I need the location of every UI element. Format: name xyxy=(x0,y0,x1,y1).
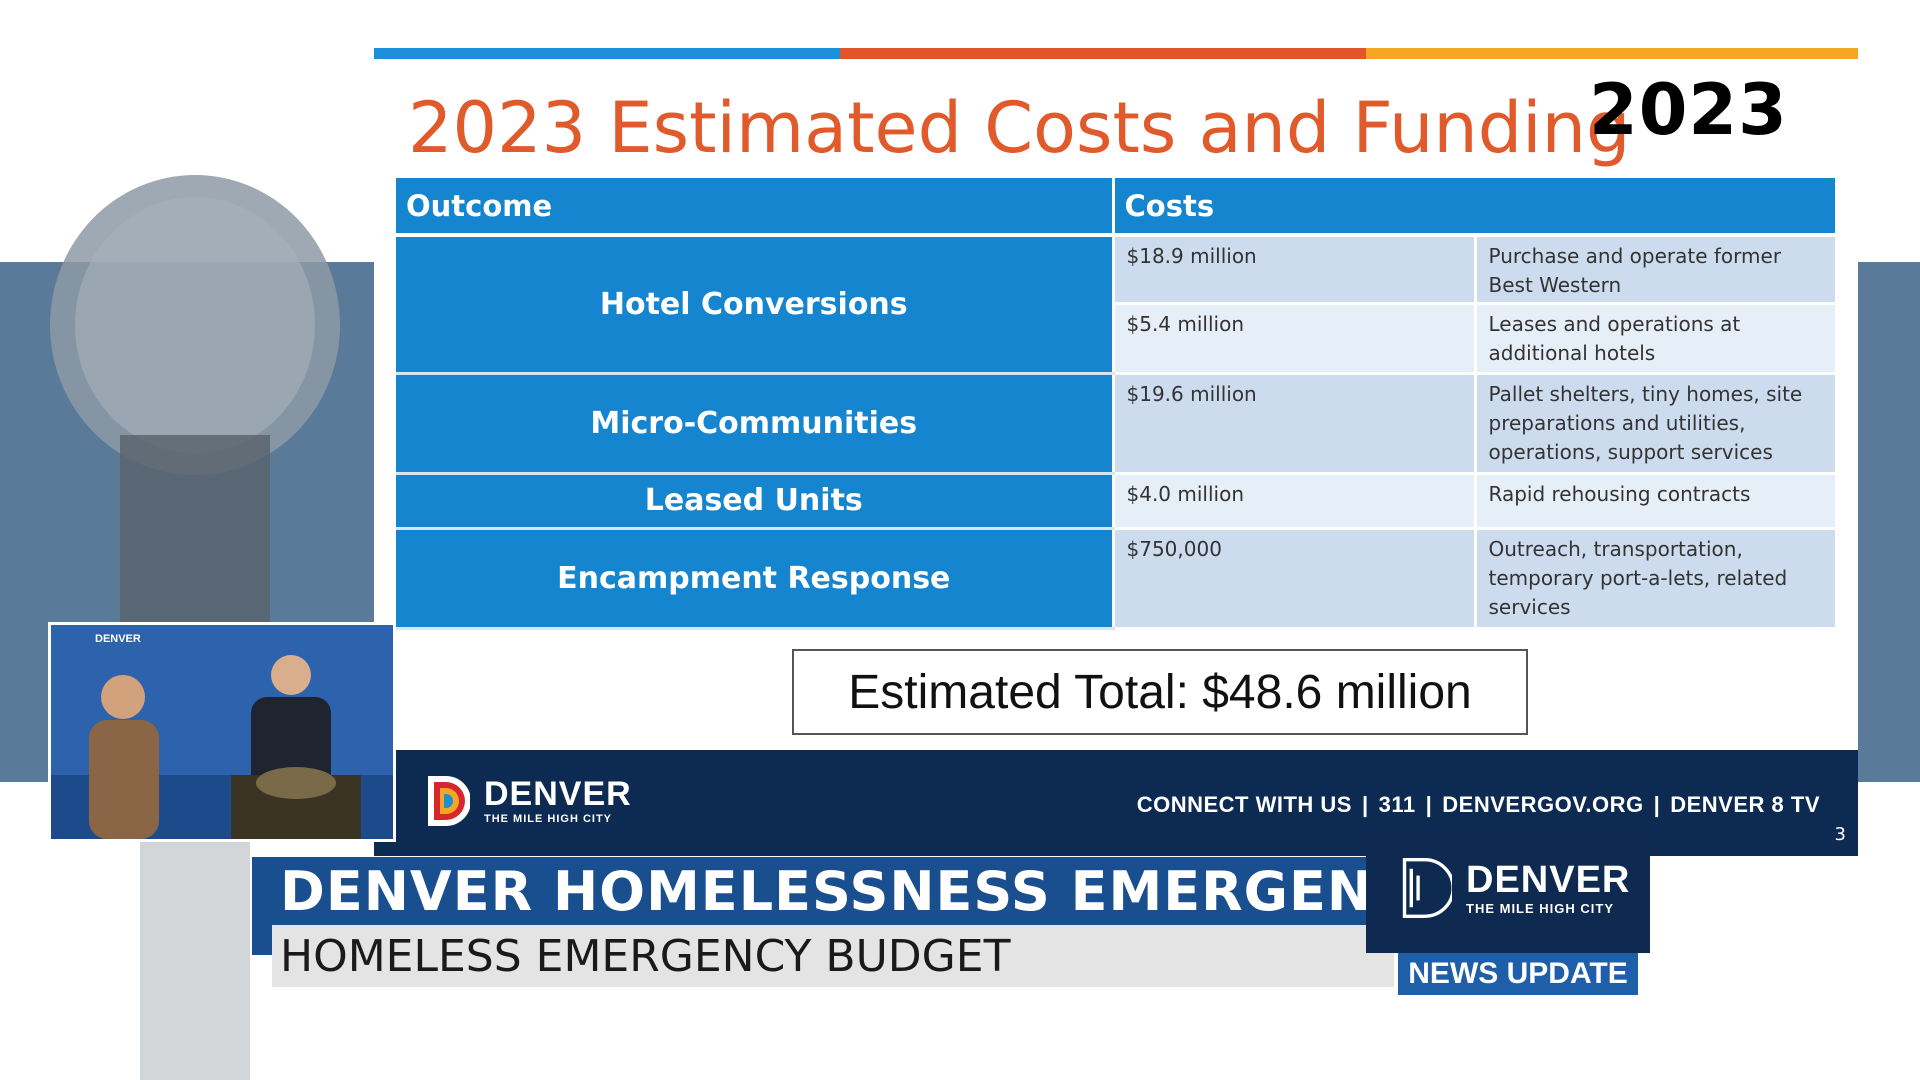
news-logo-name: DENVER xyxy=(1466,858,1631,901)
description-cell: Pallet shelters, tiny homes, site prepar… xyxy=(1473,373,1835,475)
outcome-cell: Hotel Conversions xyxy=(396,235,1113,375)
table-header-row: Outcome Costs xyxy=(396,178,1835,237)
denver-logo-icon xyxy=(1402,858,1452,918)
footer-logo-name: DENVER xyxy=(484,775,632,813)
table-row: Hotel Conversions $18.9 million Purchase… xyxy=(396,235,1835,375)
slide-footer: DENVER THE MILE HIGH CITY CONNECT WITH U… xyxy=(374,750,1858,856)
year-badge: 2023 xyxy=(1589,69,1788,151)
presentation-slide: 2023 Estimated Costs and Funding 2023 Ou… xyxy=(374,48,1858,858)
pip-video-frame xyxy=(51,625,393,839)
slide-title: 2023 Estimated Costs and Funding xyxy=(408,87,1631,169)
amount-cell: $19.6 million xyxy=(1111,373,1475,475)
footer-logo-tagline: THE MILE HIGH CITY xyxy=(484,813,612,825)
accent-segment-orange xyxy=(840,48,1366,59)
outcome-cell: Leased Units xyxy=(396,473,1113,530)
table-row: Encampment Response $750,000 Outreach, t… xyxy=(396,528,1835,630)
footer-logo: DENVER THE MILE HIGH CITY xyxy=(424,772,632,830)
header-costs: Costs xyxy=(1111,178,1835,237)
table-row: $5.4 million Leases and operations at ad… xyxy=(396,303,1835,375)
accent-segment-yellow xyxy=(1366,48,1858,59)
lower-third-subheadline: HOMELESS EMERGENCY BUDGET xyxy=(280,931,1011,982)
header-outcome: Outcome xyxy=(396,178,1113,237)
amount-cell: $750,000 xyxy=(1111,528,1475,630)
news-logo-box xyxy=(1366,838,1650,953)
amount-cell: $5.4 million xyxy=(1111,303,1475,375)
estimated-total: Estimated Total: $48.6 million xyxy=(792,649,1528,735)
cost-table: Outcome Costs Hotel Conversions $18.9 mi… xyxy=(396,178,1835,630)
description-cell: Outreach, transportation, temporary port… xyxy=(1473,528,1835,630)
news-update-badge: NEWS UPDATE xyxy=(1398,953,1638,995)
lower-third-subheadline-bar xyxy=(272,925,1394,987)
table-row: Micro-Communities $19.6 million Pallet s… xyxy=(396,373,1835,475)
description-cell: Leases and operations at additional hote… xyxy=(1473,303,1835,375)
footer-link-denvergov: DENVERGOV.ORG xyxy=(1442,792,1644,817)
outcome-cell: Encampment Response xyxy=(396,528,1113,630)
accent-segment-blue xyxy=(374,48,840,59)
footer-link-denver8tv: DENVER 8 TV xyxy=(1670,792,1820,817)
news-logo-tagline: THE MILE HIGH CITY xyxy=(1466,900,1614,916)
footer-links: CONNECT WITH US | 311 | DENVERGOV.ORG | DENVER… xyxy=(1136,792,1820,817)
description-cell: Rapid rehousing contracts xyxy=(1473,473,1835,530)
lower-third-headline: DENVER HOMELESSNESS EMERGENCY xyxy=(280,860,1454,923)
amount-cell: $18.9 million xyxy=(1111,235,1475,305)
description-cell: Purchase and operate former Best Western xyxy=(1473,235,1835,305)
pip-video: DENVER xyxy=(48,622,396,842)
outcome-cell: Micro-Communities xyxy=(396,373,1113,475)
table-row: Leased Units $4.0 million Rapid rehousin… xyxy=(396,473,1835,530)
news-logo: DENVER THE MILE HIGH CITY xyxy=(1400,855,1630,921)
footer-link-connect: CONNECT WITH US xyxy=(1136,792,1352,817)
denver-logo-icon xyxy=(428,776,470,826)
slide-accent-bar xyxy=(374,48,1858,59)
background-band-right xyxy=(1855,262,1920,782)
amount-cell: $4.0 million xyxy=(1111,473,1475,530)
footer-link-311: 311 xyxy=(1378,792,1416,817)
pip-backdrop-label: DENVER xyxy=(95,633,141,645)
slide-number: 3 xyxy=(1834,824,1846,845)
